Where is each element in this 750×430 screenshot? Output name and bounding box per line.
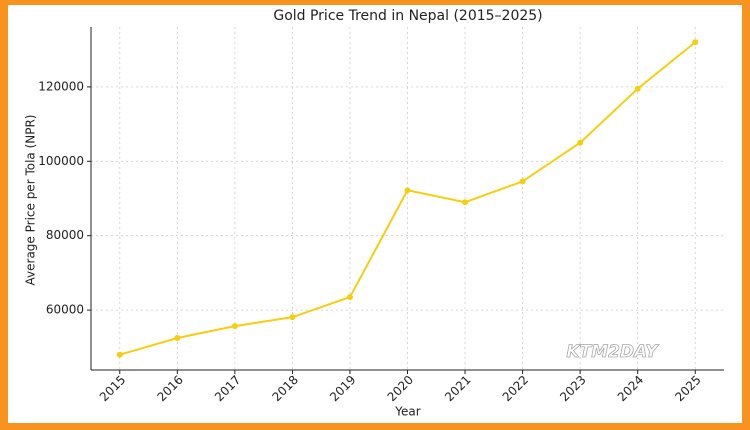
y-tick-label: 80000 — [46, 228, 84, 242]
point — [462, 199, 469, 206]
watermark: KTM2DAY — [566, 342, 659, 362]
point — [174, 335, 181, 342]
point — [519, 178, 526, 185]
x-axis-label: Year — [394, 405, 420, 419]
point — [634, 85, 641, 92]
point — [346, 294, 353, 301]
y-tick-label: 100000 — [38, 154, 84, 168]
point — [404, 187, 411, 194]
point — [577, 139, 584, 146]
point — [231, 323, 238, 330]
point — [692, 39, 699, 46]
y-axis-label: Average Price per Tola (NPR) — [24, 115, 38, 286]
chart-title: Gold Price Trend in Nepal (2015–2025) — [273, 8, 542, 24]
point — [289, 314, 296, 321]
y-tick-label: 60000 — [46, 303, 84, 317]
chart-background — [8, 5, 742, 423]
point — [116, 351, 123, 358]
y-tick-label: 120000 — [38, 79, 84, 93]
